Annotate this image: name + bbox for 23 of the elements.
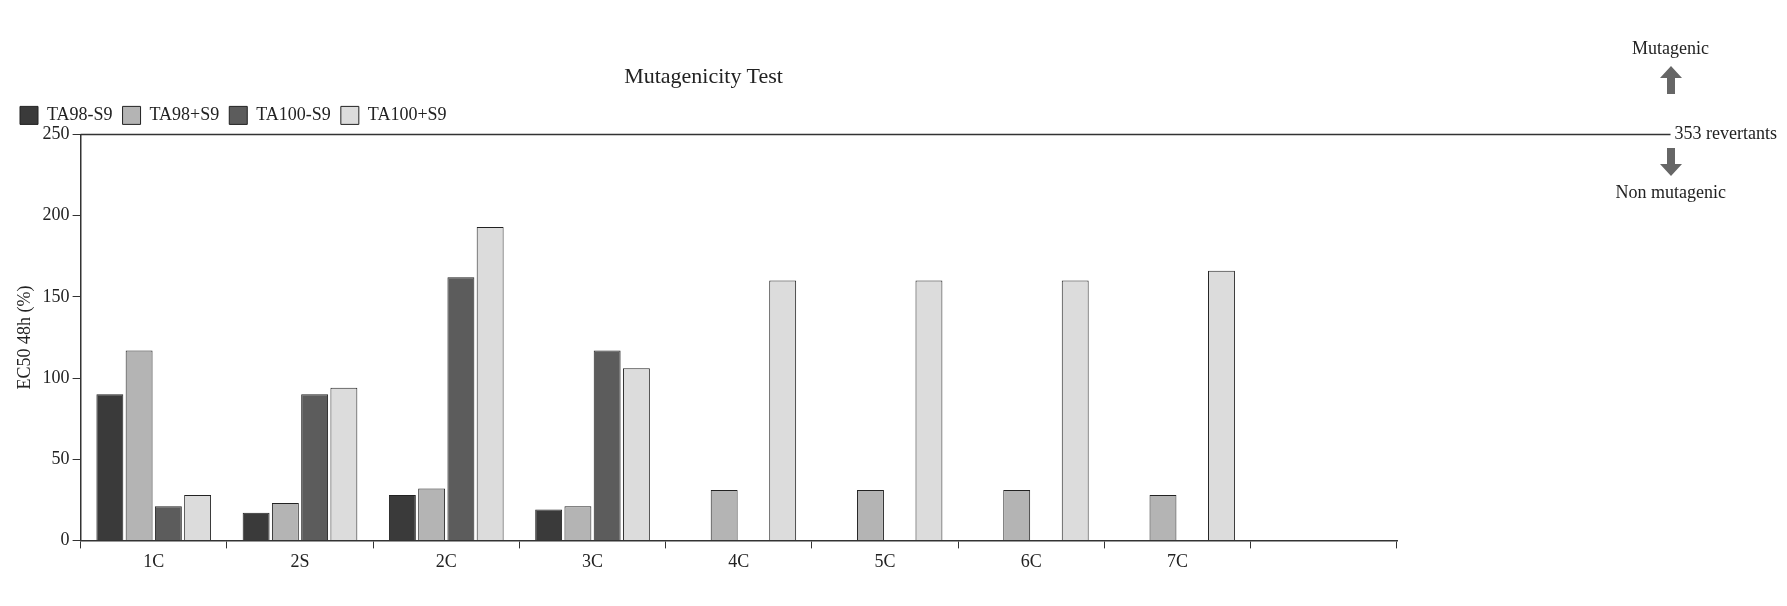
y-tick-label: 100 (42, 366, 70, 387)
text: Non mutagenic (1615, 182, 1727, 204)
ref-line-label: 353 revertants (1674, 123, 1778, 144)
chart-title: Mutagenicity Test (624, 62, 783, 88)
legend-label: TA98-S9 (47, 104, 113, 125)
x-tick-label: 4C (728, 550, 750, 571)
x-tick-label: 6C (1020, 550, 1042, 571)
legend-label: TA100-S9 (256, 104, 331, 125)
y-tick-label: 50 (51, 447, 70, 468)
text: Mutagenic (1632, 38, 1710, 60)
y-tick-label: 200 (42, 204, 70, 225)
legend-label: TA98+S9 (149, 104, 220, 125)
x-tick-label: 2S (290, 550, 310, 571)
x-tick-label: 7C (1167, 550, 1189, 571)
y-axis-title: EC50 48h (%) (13, 285, 35, 390)
legend-label: TA100+S9 (367, 104, 447, 125)
y-tick-label: 0 (60, 529, 70, 550)
y-tick-label: 250 (42, 123, 70, 144)
x-tick-label: 1C (143, 550, 165, 571)
x-tick-label: 2C (435, 550, 457, 571)
y-tick-label: 150 (42, 285, 70, 306)
x-tick-label: 5C (874, 550, 896, 571)
x-tick-label: 3C (582, 550, 604, 571)
